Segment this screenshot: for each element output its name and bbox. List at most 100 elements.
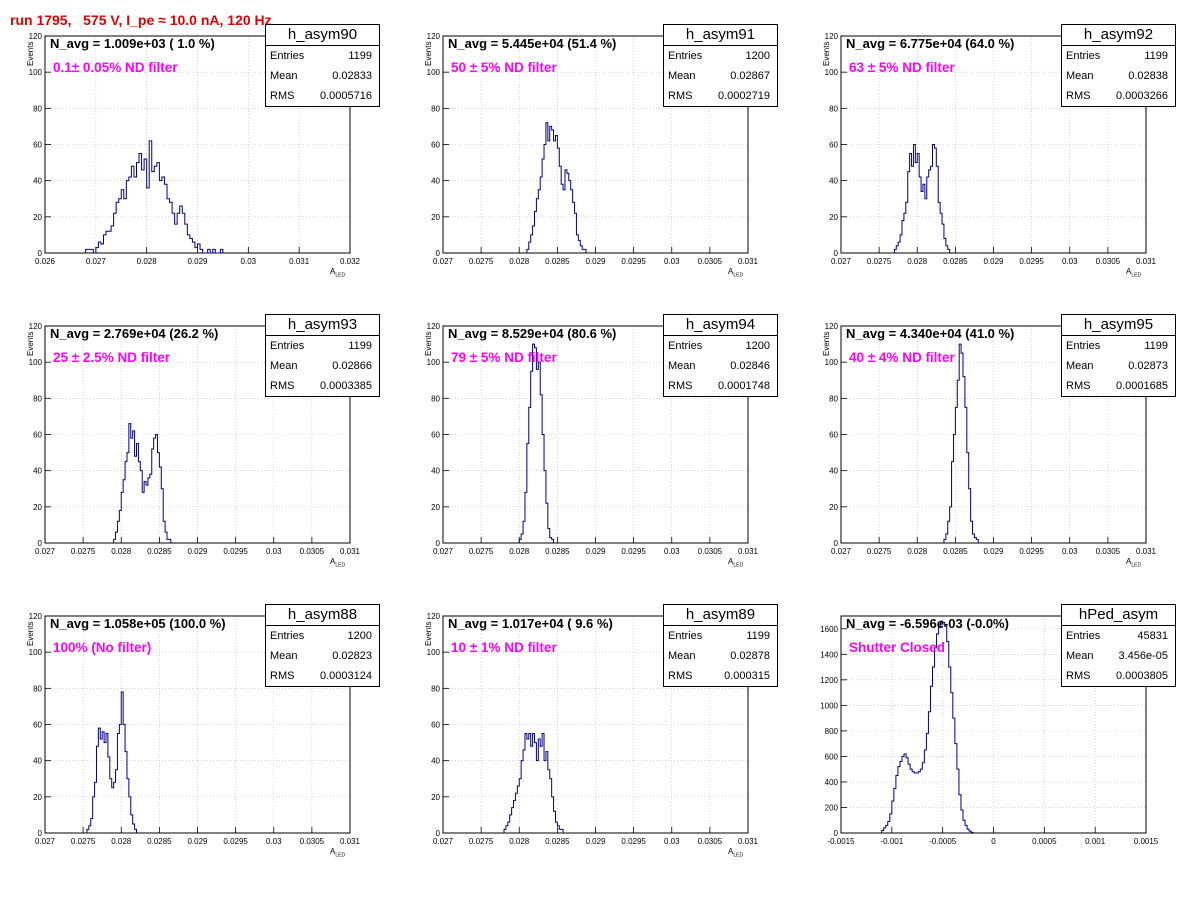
stats-value: 0.0003266 [1116, 90, 1168, 102]
stats-box: h_asym90 Entries 1199 Mean 0.02833 RMS 0.00057… [265, 24, 380, 107]
stats-row-rms: RMS 0.000315 [664, 666, 777, 686]
stats-key: Entries [270, 340, 305, 352]
histogram-series-line [893, 144, 951, 253]
y-tick-label: 80 [431, 684, 440, 693]
n-avg-annotation: N_avg = 2.769e+04 (26.2 %) [50, 326, 219, 341]
x-tick-label: 0.0285 [943, 257, 968, 266]
stats-key: Mean [270, 70, 298, 82]
histogram-plot: 0.027 0.0275 0.028 0.0285 0.029 0.0295 0.03 0.0… [427, 322, 759, 556]
x-tick-label: -0.001 [880, 837, 903, 846]
histogram-series-line [943, 343, 979, 543]
x-tick-label: 0.0275 [469, 257, 494, 266]
x-tick-label: 0.031 [738, 547, 759, 556]
x-axis-label-main: A [1126, 557, 1132, 566]
x-tick-label: 0.0295 [223, 837, 248, 846]
stats-key: Mean [1066, 70, 1094, 82]
stats-value: 1199 [1144, 50, 1168, 62]
y-axis-label: Events [424, 331, 433, 356]
x-tick-label: 0.0295 [1019, 547, 1044, 556]
y-tick-label: 0 [834, 829, 839, 838]
x-tick-label: 0.027 [831, 547, 852, 556]
stats-value: 1199 [746, 630, 770, 642]
stats-key: Mean [270, 650, 298, 662]
n-avg-annotation: N_avg = 1.058e+05 (100.0 %) [50, 616, 226, 631]
x-tick-label: 0 [991, 837, 996, 846]
y-tick-label: 80 [829, 394, 838, 403]
stats-row-entries: Entries 1199 [1062, 46, 1175, 66]
stats-value: 45831 [1137, 630, 1168, 642]
x-tick-label: -0.0015 [827, 837, 855, 846]
stats-row-entries: Entries 45831 [1062, 626, 1175, 646]
stats-value: 0.02846 [730, 360, 770, 372]
stats-row-rms: RMS 0.0003124 [266, 666, 379, 686]
stats-key: Mean [1066, 360, 1094, 372]
x-tick-label: 0.027 [433, 837, 454, 846]
y-tick-label: 80 [431, 394, 440, 403]
stats-row-rms: RMS 0.0003266 [1062, 86, 1175, 106]
stats-row-entries: Entries 1199 [1062, 336, 1175, 356]
x-axis-label-subscript: LED [335, 852, 346, 859]
stats-value: 1200 [745, 340, 770, 352]
x-tick-label: 0.028 [907, 547, 928, 556]
n-avg-annotation: N_avg = 1.017e+04 ( 9.6 %) [448, 616, 613, 631]
y-tick-label: 100 [825, 358, 839, 367]
x-tick-label: 0.027 [831, 257, 852, 266]
y-tick-label: 80 [33, 104, 42, 113]
stats-value: 0.0003805 [1116, 670, 1168, 682]
y-tick-label: 60 [33, 431, 42, 440]
histogram-plot: -0.0015 -0.001 -0.0005 0 0.0005 0.001 0.0015 0 2… [820, 615, 1159, 846]
x-tick-label: 0.028 [137, 257, 158, 266]
y-tick-label: 0 [38, 829, 43, 838]
stats-value: 0.0005716 [320, 90, 372, 102]
stats-box: h_asym88 Entries 1200 Mean 0.02823 RMS 0.00031… [265, 604, 380, 687]
x-axis-label-main: A [330, 267, 336, 276]
stats-row-mean: Mean 3.456e-05 [1062, 646, 1175, 666]
stats-value: 0.02873 [1128, 360, 1168, 372]
stats-row-entries: Entries 1199 [266, 46, 379, 66]
stats-key: RMS [270, 90, 295, 102]
x-tick-label: 0.0285 [147, 837, 172, 846]
y-tick-label: 120 [427, 322, 441, 331]
stats-row-rms: RMS 0.0003805 [1062, 666, 1175, 686]
y-tick-label: 60 [431, 431, 440, 440]
stats-box: hPed_asym Entries 45831 Mean 3.456e-05 RMS 0.0… [1061, 604, 1176, 687]
histogram-panel-h_asym88: 0.027 0.0275 0.028 0.0285 0.029 0.0295 0.03 0.0… [0, 604, 390, 900]
stats-value: 0.0001748 [718, 380, 770, 392]
x-tick-label: 0.001 [1085, 837, 1106, 846]
x-tick-label: 0.0275 [469, 837, 494, 846]
histogram-series-line [113, 423, 172, 543]
histogram-series-line [526, 122, 587, 253]
histogram-panel-h_asym92: 0.027 0.0275 0.028 0.0285 0.029 0.0295 0.03 0.0… [796, 24, 1186, 320]
stats-box: h_asym95 Entries 1199 Mean 0.02873 RMS 0.00016… [1061, 314, 1176, 397]
y-tick-label: 20 [431, 503, 440, 512]
x-tick-label: 0.03 [241, 257, 257, 266]
histogram-panel-h_asym91: 0.027 0.0275 0.028 0.0285 0.029 0.0295 0.03 0.0… [398, 24, 788, 320]
histogram-panel-hPed_asym: -0.0015 -0.001 -0.0005 0 0.0005 0.001 0.0015 0 2… [796, 604, 1186, 900]
y-tick-label: 20 [33, 793, 42, 802]
x-tick-label: 0.0015 [1134, 837, 1159, 846]
y-tick-label: 20 [431, 213, 440, 222]
histogram-plot: 0.027 0.0275 0.028 0.0285 0.029 0.0295 0.03 0.0… [427, 612, 759, 846]
x-tick-label: 0.0295 [621, 837, 646, 846]
x-axis-label-main: A [728, 847, 734, 856]
x-tick-label: 0.027 [433, 257, 454, 266]
stats-key: RMS [668, 670, 693, 682]
y-tick-label: 20 [829, 503, 838, 512]
stats-key: Mean [668, 650, 696, 662]
x-tick-label: 0.027 [86, 257, 107, 266]
y-tick-label: 0 [436, 539, 441, 548]
x-tick-label: 0.0295 [621, 257, 646, 266]
x-tick-label: 0.03 [664, 837, 680, 846]
x-tick-label: 0.0295 [621, 547, 646, 556]
stats-row-mean: Mean 0.02866 [266, 356, 379, 376]
y-tick-label: 0 [436, 829, 441, 838]
filter-annotation: 40 ± 4% ND filter [849, 350, 955, 365]
stats-row-mean: Mean 0.02838 [1062, 66, 1175, 86]
y-tick-label: 0 [38, 539, 43, 548]
y-tick-label: 200 [825, 803, 839, 812]
x-tick-label: 0.0305 [698, 837, 723, 846]
y-tick-label: 40 [431, 177, 440, 186]
n-avg-annotation: N_avg = -6.596e-03 (-0.0%) [846, 616, 1009, 631]
y-tick-label: 0 [436, 249, 441, 258]
y-tick-label: 60 [829, 141, 838, 150]
